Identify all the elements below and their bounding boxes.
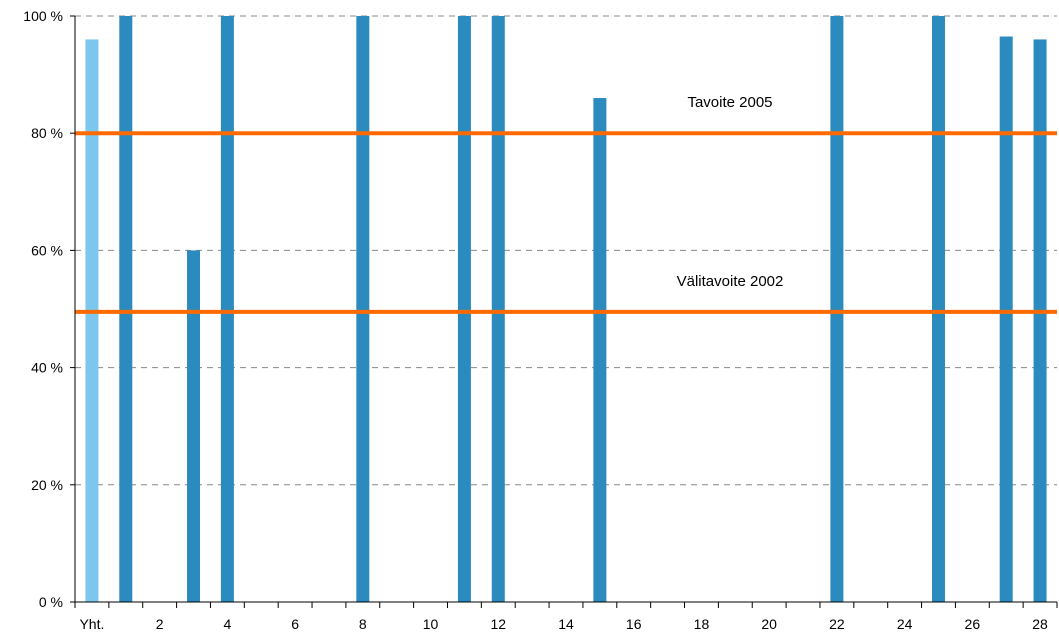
bar — [999, 36, 1013, 602]
x-tick-label: 8 — [359, 616, 367, 632]
bar — [220, 16, 234, 602]
bar — [187, 250, 201, 602]
bar — [356, 16, 370, 602]
x-tick-label: 12 — [490, 616, 506, 632]
y-tick-label: 20 % — [31, 477, 63, 493]
reference-lines: Tavoite 2005 Välitavoite 2002 — [75, 94, 1057, 314]
y-tick-label: 60 % — [31, 242, 63, 258]
y-tick-label: 80 % — [31, 125, 63, 141]
x-tick-label: Yht. — [79, 616, 104, 632]
bars — [85, 16, 1047, 602]
reference-line-label: Välitavoite 2002 — [677, 273, 784, 290]
bar — [85, 39, 99, 602]
bar — [491, 16, 505, 602]
x-tick-label: 22 — [829, 616, 845, 632]
x-tick-label: 14 — [558, 616, 574, 632]
bar — [457, 16, 471, 602]
x-tick-label: 6 — [291, 616, 299, 632]
y-tick-label: 0 % — [39, 594, 63, 610]
x-tick-label: 26 — [965, 616, 981, 632]
bar — [119, 16, 133, 602]
bar — [593, 98, 607, 602]
x-tick-label: 2 — [156, 616, 164, 632]
x-tick-label: 20 — [761, 616, 777, 632]
x-tick-label: 28 — [1032, 616, 1048, 632]
bar — [931, 16, 945, 602]
x-tick-label: 10 — [423, 616, 439, 632]
x-tick-label: 16 — [626, 616, 642, 632]
bar — [1033, 39, 1047, 602]
bar — [830, 16, 844, 602]
x-tick-label: 24 — [897, 616, 913, 632]
x-tick-label: 18 — [694, 616, 710, 632]
reference-line-label: Tavoite 2005 — [687, 94, 772, 111]
x-tick-label: 4 — [223, 616, 231, 632]
y-tick-label: 40 % — [31, 360, 63, 376]
tick-labels: 0 %20 %40 %60 %80 %100 %Yht. 2 4 6 8 10 12 14 16… — [23, 8, 1048, 632]
y-tick-label: 100 % — [23, 8, 63, 24]
axes — [70, 15, 1058, 608]
